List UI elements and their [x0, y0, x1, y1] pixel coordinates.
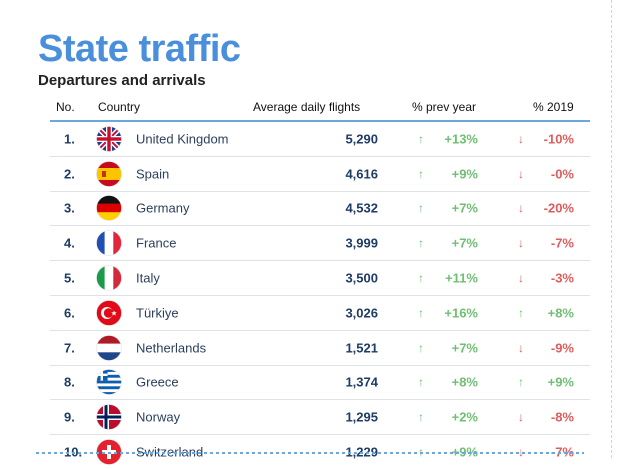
header-2019: % 2019: [533, 100, 574, 114]
arrow-up-icon: ↑: [518, 305, 524, 320]
france-flag-icon: [96, 230, 122, 257]
change-vs-2019: -9%: [550, 340, 574, 356]
prev-year-change: +8%: [451, 374, 478, 390]
arrow-up-icon: ↑: [418, 305, 424, 320]
change-vs-2019: -3%: [550, 270, 574, 286]
right-dashed-divider: [611, 0, 612, 458]
row-number: 6.: [64, 305, 75, 321]
arrow-up-icon: ↑: [418, 410, 424, 425]
country-name: Germany: [136, 200, 190, 216]
header-prev-year: % prev year: [412, 100, 477, 114]
norway-flag-icon: [96, 404, 122, 431]
table-row: 4. France 3,999 ↑ +7% ↓ -7%: [50, 226, 590, 262]
prev-year-change: +13%: [444, 131, 478, 147]
row-number: 2.: [64, 166, 75, 182]
greece-flag-icon: [96, 369, 122, 396]
arrow-down-icon: ↓: [518, 201, 524, 216]
arrow-down-icon: ↓: [518, 166, 524, 181]
arrow-down-icon: ↓: [518, 131, 524, 146]
table-row: 2. Spain 4,616 ↑ +9% ↓ -0%: [50, 157, 590, 192]
average-daily-flights: 1,295: [345, 409, 378, 425]
table-body: 1. United Kingdom 5,290 ↑ +13% ↓ -10% 2. Spain…: [50, 122, 590, 469]
table-row: 3. Germany 4,532 ↑ +7% ↓ -20%: [50, 192, 590, 227]
table-row: 9. Norway 1,295 ↑ +2% ↓ -8%: [50, 400, 590, 436]
page-title: State traffic: [38, 28, 241, 70]
arrow-up-icon: ↑: [418, 131, 424, 146]
change-vs-2019: +8%: [547, 305, 574, 321]
table-row: 8. Greece 1,374 ↑ +8% ↑ +9%: [50, 366, 590, 401]
country-name: Spain: [136, 166, 170, 182]
average-daily-flights: 3,026: [345, 305, 378, 321]
uk-flag-icon: [96, 126, 122, 152]
country-name: France: [136, 235, 177, 251]
average-daily-flights: 3,999: [345, 235, 378, 251]
bottom-dotted-divider: [36, 452, 584, 454]
row-number: 1.: [64, 131, 75, 147]
prev-year-change: +11%: [445, 270, 478, 286]
arrow-up-icon: ↑: [418, 375, 424, 390]
row-number: 9.: [64, 409, 75, 425]
table-row: 5. Italy 3,500 ↑ +11% ↓ -3%: [50, 261, 590, 296]
header-country: Country: [98, 100, 141, 114]
average-daily-flights: 3,500: [345, 270, 378, 286]
country-name: Netherlands: [136, 340, 207, 356]
table-row: 1. United Kingdom 5,290 ↑ +13% ↓ -10%: [50, 122, 590, 157]
arrow-up-icon: ↑: [418, 166, 424, 181]
change-vs-2019: +9%: [547, 374, 574, 390]
country-name: Norway: [136, 409, 181, 425]
arrow-up-icon: ↑: [418, 236, 424, 251]
arrow-down-icon: ↓: [518, 236, 524, 251]
change-vs-2019: -10%: [543, 131, 574, 147]
arrow-down-icon: ↓: [518, 271, 524, 286]
prev-year-change: +7%: [451, 235, 478, 251]
average-daily-flights: 4,532: [345, 200, 378, 216]
row-number: 5.: [64, 270, 75, 286]
table-row: 6. Türkiye 3,026 ↑ +16% ↑ +8%: [50, 296, 590, 331]
average-daily-flights: 5,290: [345, 131, 378, 147]
prev-year-change: +7%: [451, 340, 478, 356]
change-vs-2019: -8%: [550, 409, 574, 425]
traffic-table: No. Country Average daily flights % prev…: [50, 96, 590, 469]
arrow-up-icon: ↑: [418, 340, 424, 355]
row-number: 8.: [64, 374, 75, 390]
row-number: 3.: [64, 200, 75, 216]
prev-year-change: +9%: [451, 166, 478, 182]
change-vs-2019: -20%: [543, 200, 574, 216]
header-no: No.: [56, 100, 75, 114]
turkiye-flag-icon: [96, 300, 122, 326]
average-daily-flights: 1,374: [345, 374, 378, 390]
italy-flag-icon: [96, 265, 122, 291]
country-name: Türkiye: [136, 305, 179, 321]
arrow-up-icon: ↑: [418, 201, 424, 216]
row-number: 7.: [64, 340, 75, 356]
table-row: 7. Netherlands 1,521 ↑ +7% ↓ -9%: [50, 331, 590, 366]
germany-flag-icon: [96, 195, 122, 222]
row-number: 4.: [64, 235, 75, 251]
spain-flag-icon: [96, 160, 122, 187]
change-vs-2019: -0%: [550, 166, 574, 182]
page-subtitle: Departures and arrivals: [38, 72, 206, 89]
arrow-down-icon: ↓: [518, 340, 524, 355]
arrow-down-icon: ↓: [518, 410, 524, 425]
country-name: Greece: [136, 374, 179, 390]
header-flights: Average daily flights: [253, 100, 361, 114]
prev-year-change: +7%: [451, 200, 478, 216]
prev-year-change: +16%: [444, 305, 478, 321]
table-header: No. Country Average daily flights % prev…: [50, 96, 590, 122]
change-vs-2019: -7%: [550, 235, 574, 251]
country-name: Italy: [136, 270, 160, 286]
prev-year-change: +2%: [451, 409, 478, 425]
arrow-up-icon: ↑: [418, 271, 424, 286]
arrow-up-icon: ↑: [518, 375, 524, 390]
average-daily-flights: 1,521: [345, 340, 378, 356]
netherlands-flag-icon: [96, 334, 122, 361]
country-name: United Kingdom: [136, 131, 229, 147]
average-daily-flights: 4,616: [345, 166, 378, 182]
